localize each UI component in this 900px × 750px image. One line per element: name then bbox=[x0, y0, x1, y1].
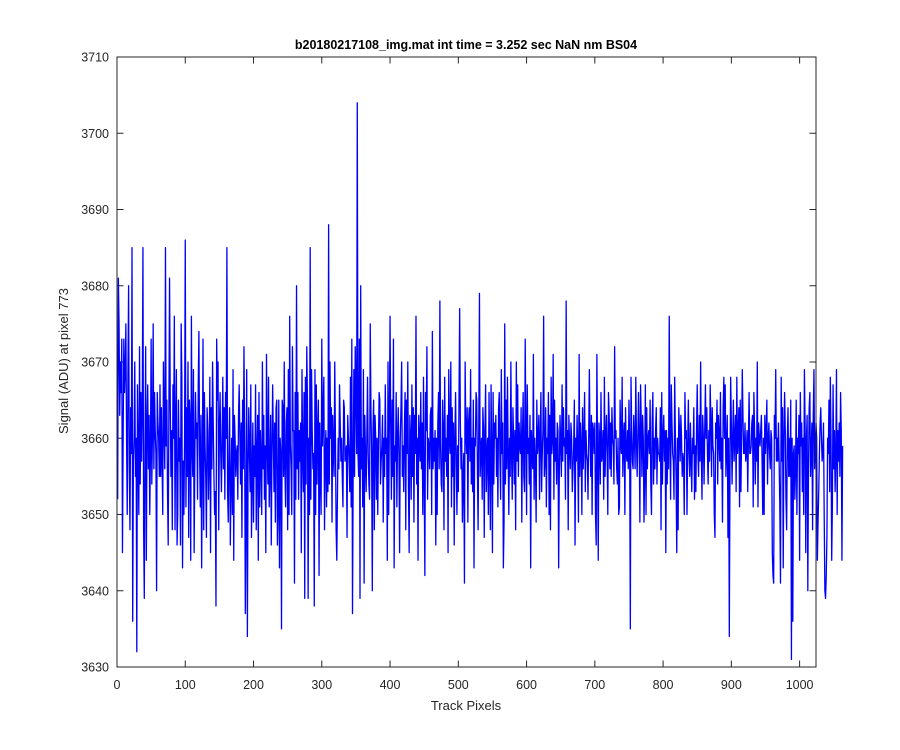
x-tick-label: 500 bbox=[448, 678, 469, 692]
y-tick-label: 3660 bbox=[81, 432, 109, 446]
y-tick-label: 3640 bbox=[81, 584, 109, 598]
y-axis-label: Signal (ADU) at pixel 773 bbox=[56, 288, 71, 434]
y-tick-label: 3670 bbox=[81, 356, 109, 370]
x-tick-label: 0 bbox=[114, 678, 121, 692]
axis-tick-labels: 0 100 200 300 400 500 600 700 800 900 1000 3630 3640… bbox=[81, 51, 813, 693]
x-tick-label: 200 bbox=[243, 678, 264, 692]
x-tick-label: 100 bbox=[175, 678, 196, 692]
x-tick-label: 700 bbox=[584, 678, 605, 692]
y-tick-label: 3710 bbox=[81, 51, 109, 65]
x-tick-label: 900 bbox=[721, 678, 742, 692]
x-tick-label: 1000 bbox=[786, 678, 814, 692]
y-tick-label: 3690 bbox=[81, 203, 109, 217]
x-axis-label: Track Pixels bbox=[431, 698, 502, 713]
chart-title: b20180217108_img.mat int time = 3.252 se… bbox=[295, 38, 637, 52]
x-tick-label: 300 bbox=[311, 678, 332, 692]
x-tick-label: 800 bbox=[653, 678, 674, 692]
series-line bbox=[117, 102, 844, 661]
x-tick-label: 600 bbox=[516, 678, 537, 692]
x-tick-label: 400 bbox=[380, 678, 401, 692]
plot-area bbox=[117, 57, 816, 667]
y-tick-label: 3650 bbox=[81, 508, 109, 522]
y-tick-label: 3680 bbox=[81, 279, 109, 293]
y-tick-label: 3630 bbox=[81, 661, 109, 675]
y-tick-label: 3700 bbox=[81, 127, 109, 141]
axes-box bbox=[116, 56, 817, 668]
